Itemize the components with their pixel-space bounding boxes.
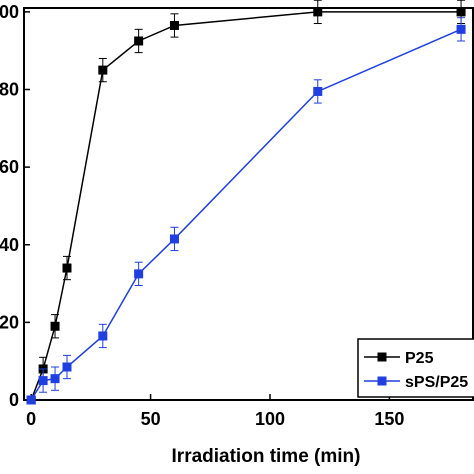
y-tick-label: 20 — [0, 312, 19, 332]
data-point — [456, 7, 466, 17]
legend-box — [357, 338, 474, 398]
data-point — [50, 374, 60, 384]
plot-frame — [23, 7, 474, 401]
data-point — [62, 263, 72, 273]
y-axis-ticks: 0 20 40 60 80 100 — [0, 2, 30, 410]
y-tick-label: 60 — [0, 157, 19, 177]
data-point — [26, 395, 36, 405]
data-point — [134, 269, 144, 279]
x-tick-label: 50 — [141, 409, 161, 429]
legend-marker-1 — [377, 376, 387, 386]
data-point — [134, 36, 144, 46]
data-point — [169, 234, 179, 244]
y-tick-label: 0 — [9, 390, 19, 410]
data-point — [98, 331, 108, 341]
data-point — [62, 362, 72, 372]
data-point — [456, 24, 466, 34]
y-tick-label: 80 — [0, 80, 19, 100]
x-tick-label: 100 — [255, 409, 285, 429]
data-point — [169, 20, 179, 30]
legend-marker-0 — [377, 352, 387, 362]
x-axis-title: Irradiation time (min) — [172, 446, 361, 467]
data-point — [38, 376, 48, 386]
legend: P25 sPS/P25 — [357, 338, 474, 398]
legend-label-1: sPS/P25 — [405, 374, 468, 391]
data-point — [313, 86, 323, 96]
y-tick-label: 40 — [0, 235, 19, 255]
legend-label-0: P25 — [405, 350, 434, 367]
x-axis-ticks: 0 50 100 150 — [26, 394, 404, 429]
series-layer — [26, 0, 466, 405]
data-point — [50, 321, 60, 331]
data-point — [313, 7, 323, 17]
y-tick-label: 100 — [0, 2, 19, 22]
x-tick-label: 150 — [374, 409, 404, 429]
data-point — [98, 65, 108, 75]
x-tick-label: 0 — [26, 409, 36, 429]
